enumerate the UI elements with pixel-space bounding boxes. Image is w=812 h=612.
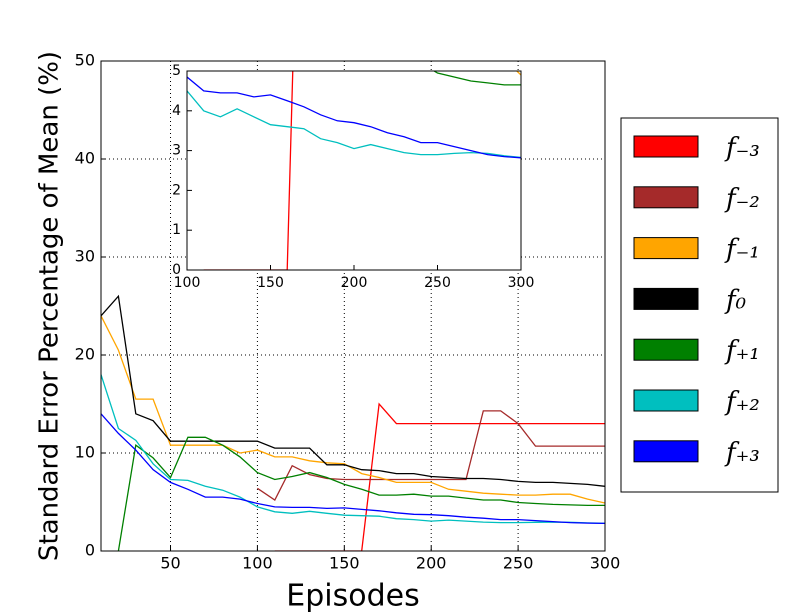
- legend-swatch: [633, 186, 699, 209]
- y-axis-label: Standard Error Percentage of Mean (%): [35, 51, 65, 561]
- series-line: [101, 294, 605, 487]
- x-tick-label: 200: [416, 554, 447, 573]
- inset-background: [187, 71, 521, 270]
- legend-swatch: [633, 389, 699, 412]
- legend-label: f₋₃: [724, 133, 760, 163]
- legend-items: f₋₃ f₋₂ f₋₁ f₀ f₊₁ f₊₂ f₊₃: [633, 133, 760, 468]
- legend-swatch: [633, 338, 699, 361]
- legend-swatch: [633, 237, 699, 260]
- y-tick-label: 40: [75, 149, 95, 168]
- main-frame: [100, 60, 606, 552]
- y-tick-label: 5: [172, 63, 181, 79]
- y-tick-label: 0: [85, 541, 95, 560]
- series-line: [187, 76, 521, 159]
- y-tick-label: 50: [75, 51, 95, 70]
- legend-label: f₋₁: [724, 235, 760, 265]
- series-line: [274, 402, 605, 551]
- series-line: [187, 0, 521, 63]
- legend-label: f₊₃: [724, 438, 760, 468]
- x-tick-label: 150: [257, 275, 284, 291]
- legend-swatch: [633, 287, 699, 310]
- legend-label: f₀: [724, 285, 747, 315]
- y-tick-label: 30: [75, 247, 95, 266]
- y-tick-label: 3: [172, 143, 181, 159]
- legend-label: f₊₂: [724, 387, 760, 417]
- x-tick-label: 250: [503, 554, 534, 573]
- legend-label: f₋₂: [724, 184, 760, 214]
- series-line: [257, 410, 605, 501]
- x-tick-label: 50: [160, 554, 180, 573]
- lines: [37, 0, 521, 270]
- x-tick-label: 200: [341, 275, 368, 291]
- series-line: [101, 413, 605, 525]
- y-tick-label: 0: [172, 262, 181, 278]
- y-tick-label: 4: [172, 103, 181, 119]
- series-line: [101, 315, 605, 504]
- series-line: [117, 436, 605, 551]
- y-tick-label: 20: [75, 345, 95, 364]
- x-tick-label: 250: [424, 275, 451, 291]
- inset-frame: [186, 70, 522, 271]
- y-tick-label: 2: [172, 182, 181, 198]
- series-line: [515, 71, 521, 76]
- series-line: [37, 0, 521, 7]
- y-tick-label: 1: [172, 222, 181, 238]
- legend-swatch: [633, 135, 699, 158]
- x-tick-label: 100: [174, 275, 201, 291]
- x-tick-label: 300: [590, 554, 621, 573]
- legend-swatch: [633, 440, 699, 463]
- x-tick-label: 300: [508, 275, 535, 291]
- inset-plot: 100 150 200 250 300 0 1 2 3 4 5: [37, 0, 535, 291]
- y-tick-label: 10: [75, 443, 95, 462]
- x-tick-label: 100: [242, 554, 273, 573]
- x-tick-label: 150: [329, 554, 360, 573]
- series-line: [432, 71, 521, 86]
- x-axis-label: Episodes: [286, 579, 419, 612]
- series-line: [187, 89, 521, 159]
- lines: [101, 294, 605, 551]
- series-line: [101, 374, 605, 524]
- legend-label: f₊₁: [724, 336, 760, 366]
